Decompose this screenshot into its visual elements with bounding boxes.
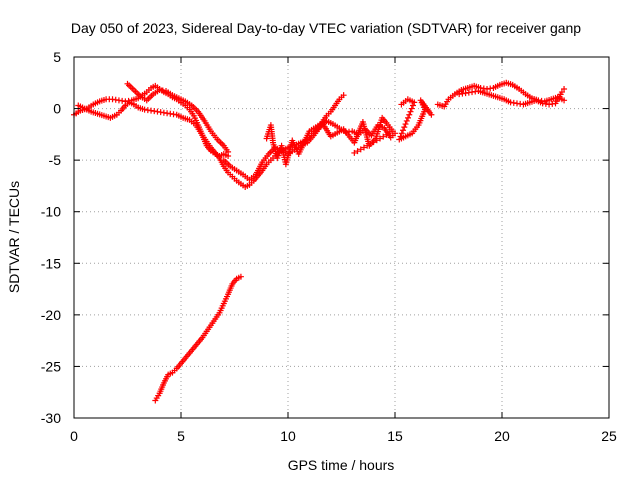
data-point — [428, 111, 435, 118]
data-point — [403, 117, 410, 124]
x-tick-label: 20 — [494, 428, 510, 444]
y-tick-label: -20 — [41, 307, 61, 323]
grid-layer — [74, 57, 609, 418]
x-tick-label: 5 — [177, 428, 185, 444]
y-tick-label: 5 — [53, 49, 61, 65]
y-tick-label: -10 — [41, 204, 61, 220]
data-point — [225, 148, 232, 155]
y-tick-label: -15 — [41, 255, 61, 271]
data-marks-layer — [71, 79, 568, 404]
data-point — [558, 89, 565, 96]
data-point — [360, 144, 367, 151]
data-point — [377, 135, 384, 142]
x-tick-label: 25 — [601, 428, 617, 444]
data-point — [411, 99, 418, 106]
plot-frame — [73, 56, 610, 419]
data-point — [407, 108, 414, 115]
y-tick-label: -25 — [41, 358, 61, 374]
ticks-layer: 0 5 10 15 20 25 5 0 -5 -10 -15 -20 -25 -30 — [41, 49, 617, 444]
data-series — [152, 273, 244, 404]
data-series — [263, 114, 396, 168]
y-tick-label: -30 — [41, 410, 61, 426]
data-point — [398, 130, 405, 137]
data-point — [357, 146, 364, 153]
data-point — [401, 124, 408, 131]
data-point — [406, 111, 413, 118]
data-series — [434, 79, 568, 110]
data-point — [364, 142, 371, 149]
data-point — [402, 121, 409, 128]
y-axis-label: SDTVAR / TECUs — [6, 181, 22, 293]
x-tick-label: 10 — [280, 428, 296, 444]
data-point — [340, 92, 347, 99]
data-point — [561, 85, 568, 92]
data-point — [370, 139, 377, 146]
chart-title: Day 050 of 2023, Sidereal Day-to-day VTE… — [71, 20, 581, 36]
data-series — [456, 85, 568, 108]
data-point — [373, 137, 380, 144]
data-point — [386, 130, 393, 137]
data-point — [367, 140, 374, 147]
data-point — [561, 97, 568, 104]
data-series — [396, 96, 435, 143]
x-tick-label: 15 — [387, 428, 403, 444]
x-axis-label: GPS time / hours — [288, 457, 395, 473]
data-point — [354, 148, 361, 155]
data-point — [383, 131, 390, 138]
data-point — [400, 127, 407, 134]
data-point — [410, 102, 417, 109]
data-series — [124, 80, 232, 155]
data-point — [408, 105, 415, 112]
y-tick-label: -5 — [49, 152, 62, 168]
y-tick-label: 0 — [53, 101, 61, 117]
data-point — [389, 128, 396, 135]
x-tick-label: 0 — [70, 428, 78, 444]
data-point — [237, 273, 244, 280]
data-series — [75, 99, 232, 160]
data-series — [71, 82, 347, 190]
data-point — [351, 149, 358, 156]
data-point — [380, 133, 387, 140]
data-point — [405, 114, 412, 121]
data-series — [220, 117, 398, 183]
